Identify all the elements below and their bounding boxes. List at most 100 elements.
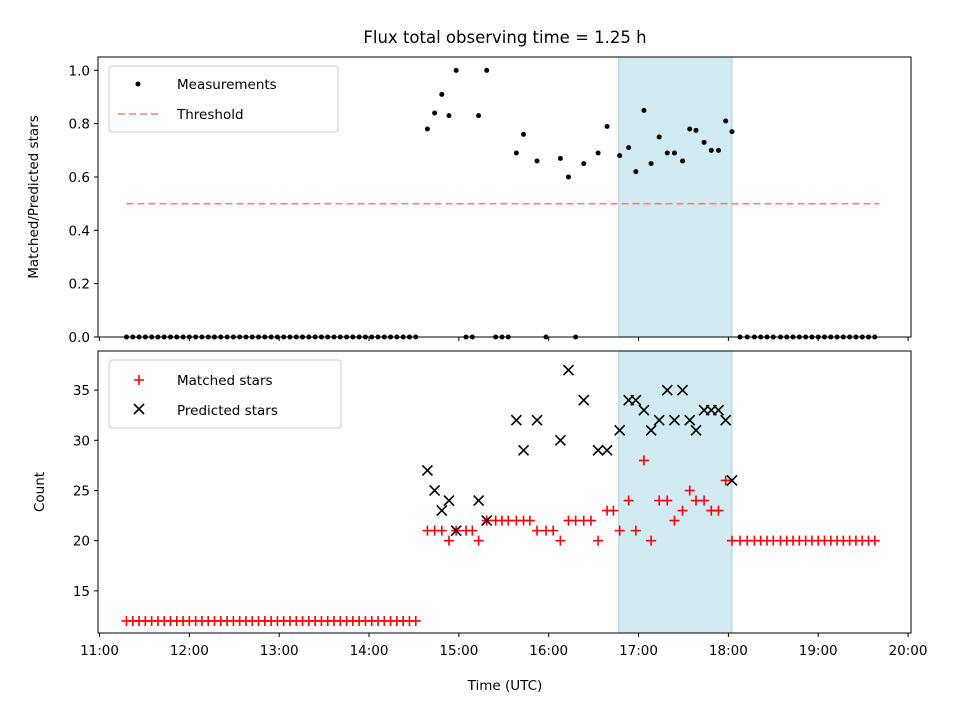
top-legend-box <box>108 65 339 133</box>
measurement-point <box>595 150 601 156</box>
measurement-point <box>701 139 707 145</box>
measurement-point <box>715 147 721 153</box>
x-tick-label: 11:00 <box>80 643 119 659</box>
top-y-tick-label: 0.6 <box>69 170 90 186</box>
matched-star-point <box>646 535 657 546</box>
x-tick-label: 17:00 <box>619 643 658 659</box>
bottom-y-tick-label: 30 <box>73 433 90 449</box>
predicted-star-point <box>450 525 462 537</box>
matched-star-point <box>436 525 447 536</box>
bottom-y-tick-label: 25 <box>73 483 90 499</box>
matched-star-point <box>532 525 543 536</box>
x-tick-label: 16:00 <box>529 643 568 659</box>
predicted-star-point <box>668 414 681 426</box>
measurement-point <box>626 145 632 151</box>
measurement-point <box>604 123 610 129</box>
legend-predicted-label: Predicted stars <box>177 403 278 419</box>
predicted-star-point <box>645 424 657 436</box>
legend-measurements-label: Measurements <box>177 77 277 93</box>
predicted-star-point <box>554 434 566 446</box>
measurement-point <box>557 155 563 161</box>
top-y-ticks: 0.0 0.2 0.4 0.6 0.8 1.0 <box>69 63 98 346</box>
measurement-point <box>648 161 654 167</box>
bottom-panel: 15 20 25 30 35 11:00 12:00 13:00 14:00 15:00 16:0… <box>32 350 927 659</box>
top-y-tick-label: 0.8 <box>69 117 90 133</box>
measurement-point <box>656 134 662 140</box>
matched-star-point <box>467 525 478 536</box>
x-tick-label: 19:00 <box>799 643 838 659</box>
measurement-point <box>581 161 587 167</box>
measurement-point <box>664 150 670 156</box>
predicted-star-point <box>726 474 738 487</box>
bottom-axes-frame <box>97 350 912 634</box>
x-tick-label: 15:00 <box>439 643 478 659</box>
bottom-legend-box <box>108 359 342 429</box>
measurement-point <box>521 131 527 137</box>
matched-star-point <box>713 505 724 516</box>
measurement-point <box>513 150 519 156</box>
matched-star-point <box>684 485 695 496</box>
predicted-star-point <box>712 404 725 416</box>
measurement-point <box>565 174 571 180</box>
predicted-star-point <box>653 414 665 426</box>
measurement-point <box>446 113 452 119</box>
legend-predicted-marker <box>133 403 145 415</box>
top-legend: Measurements Threshold <box>108 65 339 133</box>
matched-star-point <box>443 535 454 546</box>
measurement-point <box>729 129 735 135</box>
predicted-star-point <box>578 394 590 406</box>
measurement-point <box>617 153 623 159</box>
x-tick-label: 12:00 <box>170 643 209 659</box>
measurement-point <box>693 127 699 133</box>
bottom-predicted-group <box>421 364 738 537</box>
legend-threshold-label: Threshold <box>176 107 244 123</box>
matched-star-point <box>869 535 880 546</box>
matched-star-point <box>638 455 649 466</box>
predicted-star-point <box>601 444 613 456</box>
measurement-point <box>680 158 686 164</box>
bottom-legend: Matched stars Predicted stars <box>108 359 342 429</box>
top-y-axis-label: Matched/Predicted stars <box>26 115 42 278</box>
measurement-point <box>633 169 639 175</box>
matched-star-point <box>524 515 535 526</box>
predicted-star-point <box>676 384 689 396</box>
legend-matched-marker <box>134 375 144 385</box>
bottom-x-ticks: 11:00 12:00 13:00 14:00 15:00 16:00 17:00 18:00… <box>80 633 927 659</box>
predicted-star-point <box>443 494 455 507</box>
x-tick-label: 20:00 <box>889 643 928 659</box>
measurement-point <box>453 67 459 73</box>
bottom-y-tick-label: 20 <box>73 534 90 550</box>
bottom-y-tick-label: 15 <box>73 584 90 600</box>
x-tick-label: 13:00 <box>260 643 299 659</box>
top-y-tick-label: 0.4 <box>69 223 90 239</box>
measurement-point <box>476 113 482 119</box>
matched-star-point <box>593 535 604 546</box>
matched-star-point <box>548 525 559 536</box>
x-tick-label: 18:00 <box>709 643 748 659</box>
matched-star-point <box>662 495 673 506</box>
top-y-tick-label: 1.0 <box>69 63 90 79</box>
bottom-y-ticks: 15 20 25 30 35 <box>73 383 98 600</box>
predicted-star-point <box>517 444 530 456</box>
chart-title: Flux total observing time = 1.25 h <box>363 28 646 47</box>
bottom-matched-group <box>121 455 880 626</box>
legend-measurements-marker <box>135 81 141 87</box>
measurement-point <box>723 118 729 124</box>
x-axis-label: Time (UTC) <box>467 678 543 694</box>
matched-star-point <box>614 525 625 536</box>
bottom-observing-window <box>618 350 733 634</box>
predicted-star-point <box>436 505 448 517</box>
matched-star-point <box>585 515 596 526</box>
predicted-star-point <box>481 515 493 527</box>
predicted-star-point <box>638 404 650 416</box>
predicted-star-point <box>690 424 702 436</box>
top-axes-frame <box>97 56 912 338</box>
predicted-star-point <box>630 394 642 406</box>
predicted-star-point <box>684 414 696 426</box>
matched-star-point <box>623 495 634 506</box>
matched-star-point <box>410 615 421 626</box>
measurement-point <box>534 158 540 164</box>
bottom-y-axis-label: Count <box>32 472 48 512</box>
matched-star-point <box>669 515 680 526</box>
